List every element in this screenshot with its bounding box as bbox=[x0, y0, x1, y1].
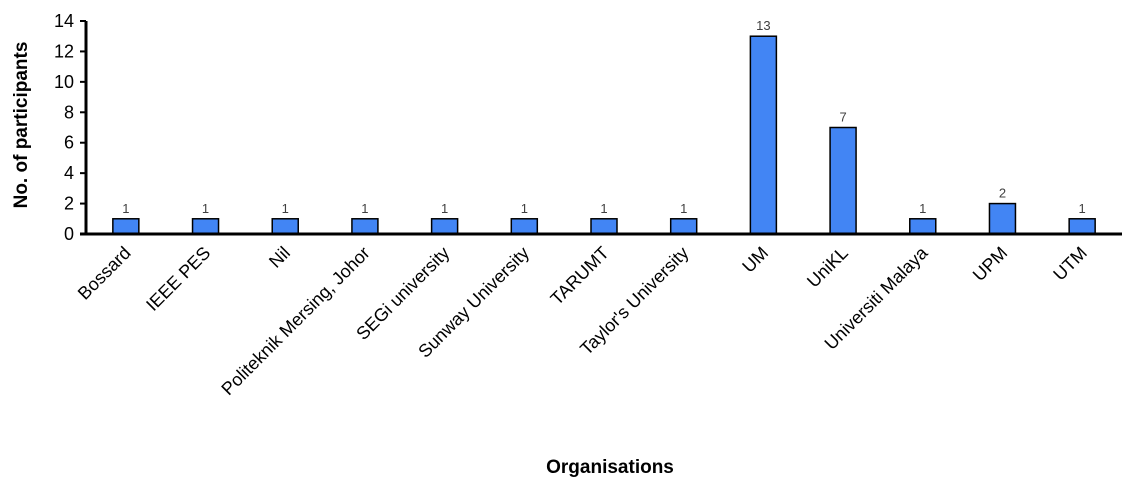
bar bbox=[271, 218, 299, 235]
y-tick-label: 0 bbox=[64, 224, 74, 244]
x-tick-label: IEEE PES bbox=[142, 243, 214, 315]
data-label: 1 bbox=[202, 201, 209, 216]
bar bbox=[749, 35, 778, 235]
x-tick-label: Bossard bbox=[74, 243, 135, 304]
bar bbox=[590, 218, 618, 235]
x-axis-title: Organisations bbox=[546, 457, 674, 478]
data-label: 1 bbox=[1079, 201, 1086, 216]
data-label: 1 bbox=[282, 201, 289, 216]
data-label: 1 bbox=[441, 201, 448, 216]
bar bbox=[191, 218, 220, 235]
bar bbox=[510, 218, 539, 235]
y-tick-label: 4 bbox=[64, 163, 74, 183]
x-tick-label: Nil bbox=[265, 243, 294, 272]
bar bbox=[669, 218, 698, 235]
bars-group bbox=[112, 35, 1096, 235]
y-tick-label: 2 bbox=[64, 194, 74, 214]
data-label: 2 bbox=[999, 186, 1006, 201]
x-tick-label: UniKL bbox=[803, 243, 852, 292]
data-labels-group: 1 1 1 1 1 1 1 1 13 7 1 2 1 bbox=[122, 18, 1086, 216]
x-tick-label: TARUMT bbox=[547, 243, 613, 309]
data-label: 1 bbox=[680, 201, 687, 216]
data-label: 1 bbox=[521, 201, 528, 216]
data-label: 7 bbox=[839, 110, 846, 125]
data-label: 1 bbox=[919, 201, 926, 216]
x-tick-label: UPM bbox=[969, 243, 1011, 285]
y-axis-title: No. of participants bbox=[11, 42, 32, 209]
data-label: 13 bbox=[756, 18, 770, 33]
y-tick-label: 14 bbox=[54, 11, 74, 31]
y-ticks-group: 0 2 4 6 8 10 12 14 bbox=[54, 11, 86, 244]
x-tick-label: UTM bbox=[1049, 243, 1091, 285]
data-label: 1 bbox=[122, 201, 129, 216]
y-tick-label: 12 bbox=[54, 41, 74, 61]
bar bbox=[1068, 218, 1096, 235]
bar bbox=[829, 126, 857, 235]
bar bbox=[909, 218, 937, 235]
x-tick-label: UM bbox=[738, 243, 772, 277]
y-tick-label: 10 bbox=[54, 72, 74, 92]
data-label: 1 bbox=[361, 201, 368, 216]
y-tick-label: 8 bbox=[64, 102, 74, 122]
bar bbox=[112, 218, 140, 235]
x-tick-label: Politeknik Mersing, Johor bbox=[217, 243, 373, 399]
bar bbox=[430, 218, 459, 235]
data-label: 1 bbox=[600, 201, 607, 216]
bar bbox=[351, 218, 379, 235]
y-tick-label: 6 bbox=[64, 133, 74, 153]
bar bbox=[988, 202, 1017, 235]
